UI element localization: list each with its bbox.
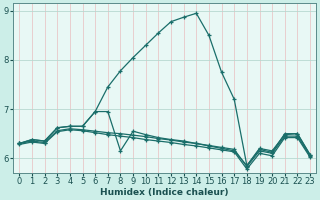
X-axis label: Humidex (Indice chaleur): Humidex (Indice chaleur) — [100, 188, 229, 197]
